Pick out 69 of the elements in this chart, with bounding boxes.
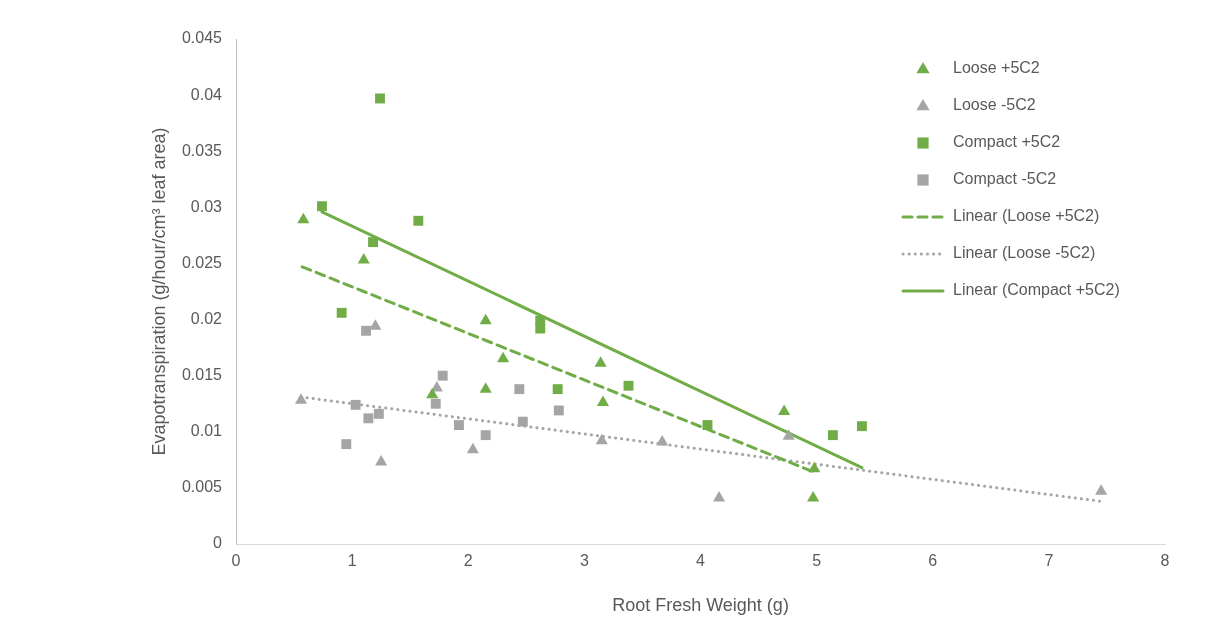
point [552, 384, 563, 395]
x-tick-label: 2 [463, 552, 473, 570]
point [1095, 484, 1108, 495]
y-axis-title: Evapotranspiration (g/hour/cm³ leaf area) [148, 127, 169, 456]
point [375, 455, 388, 466]
legend-label: Compact +5C2 [953, 133, 1061, 151]
point [341, 439, 352, 450]
y-tick-label: 0.045 [181, 29, 223, 47]
x-tick-label: 4 [696, 552, 706, 570]
point [479, 382, 492, 393]
y-tick-label: 0.02 [190, 309, 223, 327]
point [656, 434, 669, 446]
point [350, 399, 361, 410]
y-tick-label: 0 [213, 534, 223, 552]
point [479, 313, 492, 325]
legend-label: Loose -5C2 [953, 96, 1036, 114]
legend-label: Compact -5C2 [953, 170, 1057, 188]
x-axis-title: Root Fresh Weight (g) [612, 595, 789, 616]
point [368, 237, 378, 248]
point [361, 325, 372, 336]
point [466, 442, 479, 454]
point [535, 323, 546, 334]
point [808, 461, 821, 473]
y-tick-label: 0.015 [181, 366, 223, 384]
point [553, 405, 564, 416]
point [514, 384, 525, 395]
point [375, 93, 385, 104]
point [497, 351, 510, 363]
point [297, 212, 310, 224]
legend-label: Linear (Loose -5C2) [953, 244, 1096, 262]
y-tick-label: 0.03 [190, 197, 223, 215]
point [594, 356, 607, 367]
point [480, 430, 491, 441]
x-tick-label: 5 [812, 552, 822, 570]
x-tick-label: 0 [231, 552, 241, 570]
point [294, 393, 308, 404]
point [363, 413, 374, 424]
point [426, 387, 439, 399]
y-tick-label: 0.04 [190, 85, 223, 103]
x-tick-label: 3 [579, 552, 589, 570]
point [782, 429, 795, 440]
y-tick-label: 0.025 [181, 253, 223, 271]
legend-label: Linear (Loose +5C2) [953, 207, 1100, 225]
y-tick-label: 0.035 [181, 141, 223, 159]
point [316, 201, 327, 212]
point [713, 490, 726, 502]
point [702, 420, 713, 430]
point [623, 380, 634, 391]
legend-label: Loose +5C2 [953, 59, 1040, 77]
point [413, 215, 424, 226]
point [336, 307, 347, 318]
legend-label: Linear (Compact +5C2) [953, 281, 1120, 299]
y-tick-label: 0.01 [190, 422, 223, 440]
y-tick-label: 0.005 [181, 478, 223, 496]
point [517, 416, 528, 427]
point [778, 404, 791, 416]
point [454, 420, 464, 430]
point [856, 421, 867, 432]
point [430, 398, 441, 409]
point [595, 433, 608, 445]
point [357, 253, 370, 264]
point [437, 370, 448, 381]
x-tick-label: 6 [928, 552, 938, 570]
x-tick-label: 8 [1160, 552, 1170, 570]
x-tick-label: 7 [1044, 552, 1054, 570]
point [596, 395, 610, 407]
point [827, 430, 838, 441]
point [373, 408, 384, 419]
x-tick-label: 1 [347, 552, 357, 570]
